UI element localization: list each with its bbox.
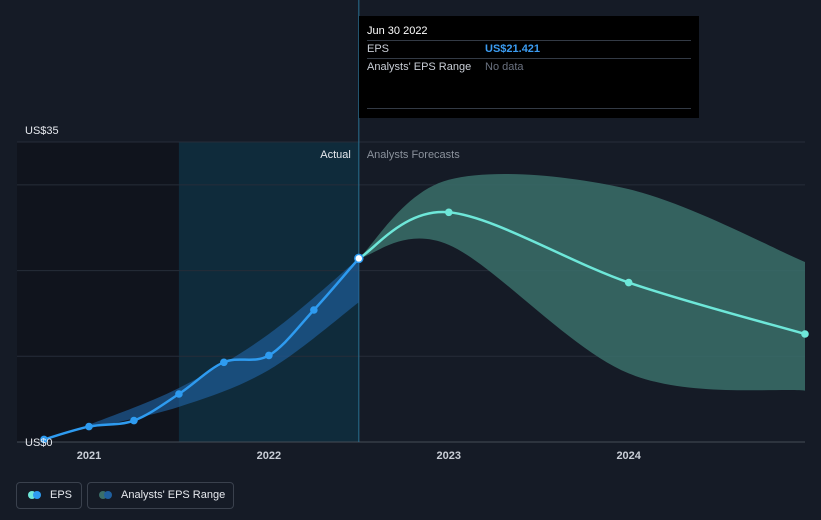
past-background: [17, 142, 179, 442]
eps-forecast-point: [801, 330, 809, 338]
legend-eps-label: EPS: [50, 489, 73, 501]
eps-actual-point: [130, 416, 138, 425]
eps-actual-point: [40, 435, 48, 444]
x-tick-label: 2023: [437, 450, 461, 462]
legend-range-label: Analysts' EPS Range: [121, 489, 226, 501]
eps-forecast-line: [358, 211, 806, 336]
eps-actual-point: [85, 422, 93, 431]
tooltip-range-row: Analysts' EPS Range No data: [367, 58, 691, 76]
y-tick-label: US$35: [25, 125, 59, 137]
eps-actual-point: [310, 306, 318, 314]
tooltip-eps-label: EPS: [367, 43, 390, 55]
tooltip-date: Jun 30 2022: [367, 25, 428, 37]
y-tick-label: US$0: [25, 437, 53, 449]
actual-region-label: Actual: [320, 149, 351, 161]
eps-actual-point: [220, 358, 228, 367]
tooltip: Jun 30 2022 EPS US$21.421 Analysts' EPS …: [359, 16, 699, 118]
eps-forecast-point: [444, 208, 453, 217]
analysts-range-forecast-band: [358, 173, 805, 391]
legend-eps[interactable]: EPS: [16, 482, 82, 509]
eps-forecast-point: [624, 278, 633, 287]
tooltip-eps-row: EPS US$21.421: [367, 40, 691, 58]
tooltip-range-label: Analysts' EPS Range: [367, 61, 472, 73]
tooltip-divider: [367, 108, 691, 109]
analysts-range-actual-band: [88, 258, 359, 429]
tooltip-range-value: No data: [485, 61, 524, 73]
x-tick-label: 2021: [77, 450, 101, 462]
eps-actual-point: [175, 390, 183, 398]
eps-actual-point: [354, 253, 364, 264]
tooltip-eps-value: US$21.421: [485, 43, 541, 55]
legend-analysts-range[interactable]: Analysts' EPS Range: [87, 482, 234, 509]
x-tick-label: 2024: [616, 450, 641, 462]
x-tick-label: 2022: [257, 450, 281, 462]
forecast-region-label: Analysts Forecasts: [367, 149, 460, 161]
eps-actual-point: [265, 351, 273, 360]
